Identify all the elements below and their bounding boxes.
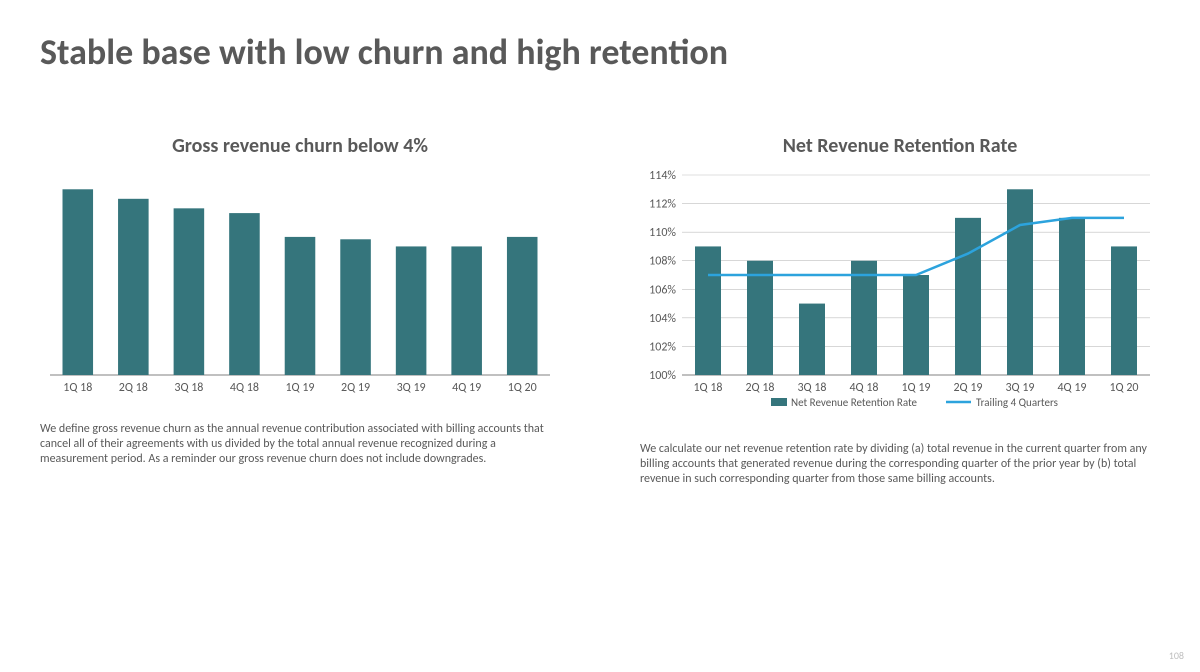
x-tick-label: 4Q 19: [1057, 381, 1086, 395]
retention-legend: Net Revenue Retention Rate Trailing 4 Qua…: [771, 396, 1058, 409]
retention-bar: [695, 246, 721, 375]
churn-bar: [507, 237, 538, 375]
x-tick-label: 1Q 18: [63, 381, 92, 395]
retention-footnote: We calculate our net revenue retention r…: [640, 442, 1160, 487]
y-tick-label: 102%: [649, 340, 676, 354]
retention-bar: [955, 218, 981, 375]
y-tick-label: 110%: [649, 226, 676, 240]
x-tick-label: 1Q 19: [285, 381, 314, 395]
churn-chart-column: Gross revenue churn below 4% 1Q 18 2Q 18 3…: [40, 134, 560, 487]
x-tick-label: 4Q 18: [230, 381, 259, 395]
retention-bar: [747, 261, 773, 375]
retention-bar: [851, 261, 877, 375]
retention-bar: [799, 304, 825, 375]
churn-bar: [396, 246, 427, 375]
retention-bar: [1111, 246, 1137, 375]
x-tick-label: 3Q 18: [174, 381, 203, 395]
retention-bar: [903, 275, 929, 375]
x-tick-label: 3Q 19: [1005, 381, 1034, 395]
churn-bar: [340, 239, 371, 375]
slide: Stable base with low churn and high rete…: [0, 0, 1200, 672]
churn-bar: [118, 199, 149, 375]
churn-bar: [63, 189, 94, 375]
retention-chart: 100% 102% 104% 106% 108% 110% 112% 114% 1Q 18 2Q …: [640, 170, 1160, 420]
y-tick-label: 104%: [649, 312, 676, 326]
retention-bar: [1007, 189, 1033, 375]
x-tick-label: 1Q 20: [508, 381, 537, 395]
churn-bar: [229, 213, 260, 375]
y-tick-label: 100%: [649, 369, 676, 383]
churn-chart-title: Gross revenue churn below 4%: [40, 134, 560, 158]
churn-bar: [174, 208, 205, 375]
x-tick-label: 2Q 19: [953, 381, 982, 395]
x-tick-label: 2Q 19: [341, 381, 370, 395]
x-tick-label: 3Q 18: [797, 381, 826, 395]
churn-bar: [285, 237, 316, 375]
x-tick-label: 1Q 20: [1109, 381, 1138, 395]
charts-row: Gross revenue churn below 4% 1Q 18 2Q 18 3…: [40, 134, 1160, 487]
y-tick-label: 112%: [649, 198, 676, 212]
y-tick-label: 108%: [649, 255, 676, 269]
retention-chart-column: Net Revenue Retention Rate 100%102%104%1…: [640, 134, 1160, 487]
churn-footnote: We define gross revenue churn as the ann…: [40, 422, 560, 467]
y-tick-label: 106%: [649, 283, 676, 297]
churn-bar: [451, 246, 482, 375]
x-tick-label: 1Q 19: [901, 381, 930, 395]
churn-chart: 1Q 18 2Q 18 3Q 18 4Q 18 1Q 19 2Q 19 3Q 19 4Q 19…: [40, 170, 560, 400]
retention-chart-title: Net Revenue Retention Rate: [640, 134, 1160, 158]
x-tick-label: 4Q 18: [849, 381, 878, 395]
x-tick-label: 1Q 18: [693, 381, 722, 395]
legend-bar-label: Net Revenue Retention Rate: [791, 396, 918, 409]
legend-line-label: Trailing 4 Quarters: [976, 396, 1058, 409]
retention-bar: [1059, 218, 1085, 375]
x-tick-label: 3Q 19: [397, 381, 426, 395]
x-tick-label: 2Q 18: [119, 381, 148, 395]
x-tick-label: 4Q 19: [452, 381, 481, 395]
page-number: 108: [1169, 649, 1184, 662]
y-tick-label: 114%: [649, 170, 676, 183]
x-tick-label: 2Q 18: [745, 381, 774, 395]
page-title: Stable base with low churn and high rete…: [40, 30, 1160, 74]
